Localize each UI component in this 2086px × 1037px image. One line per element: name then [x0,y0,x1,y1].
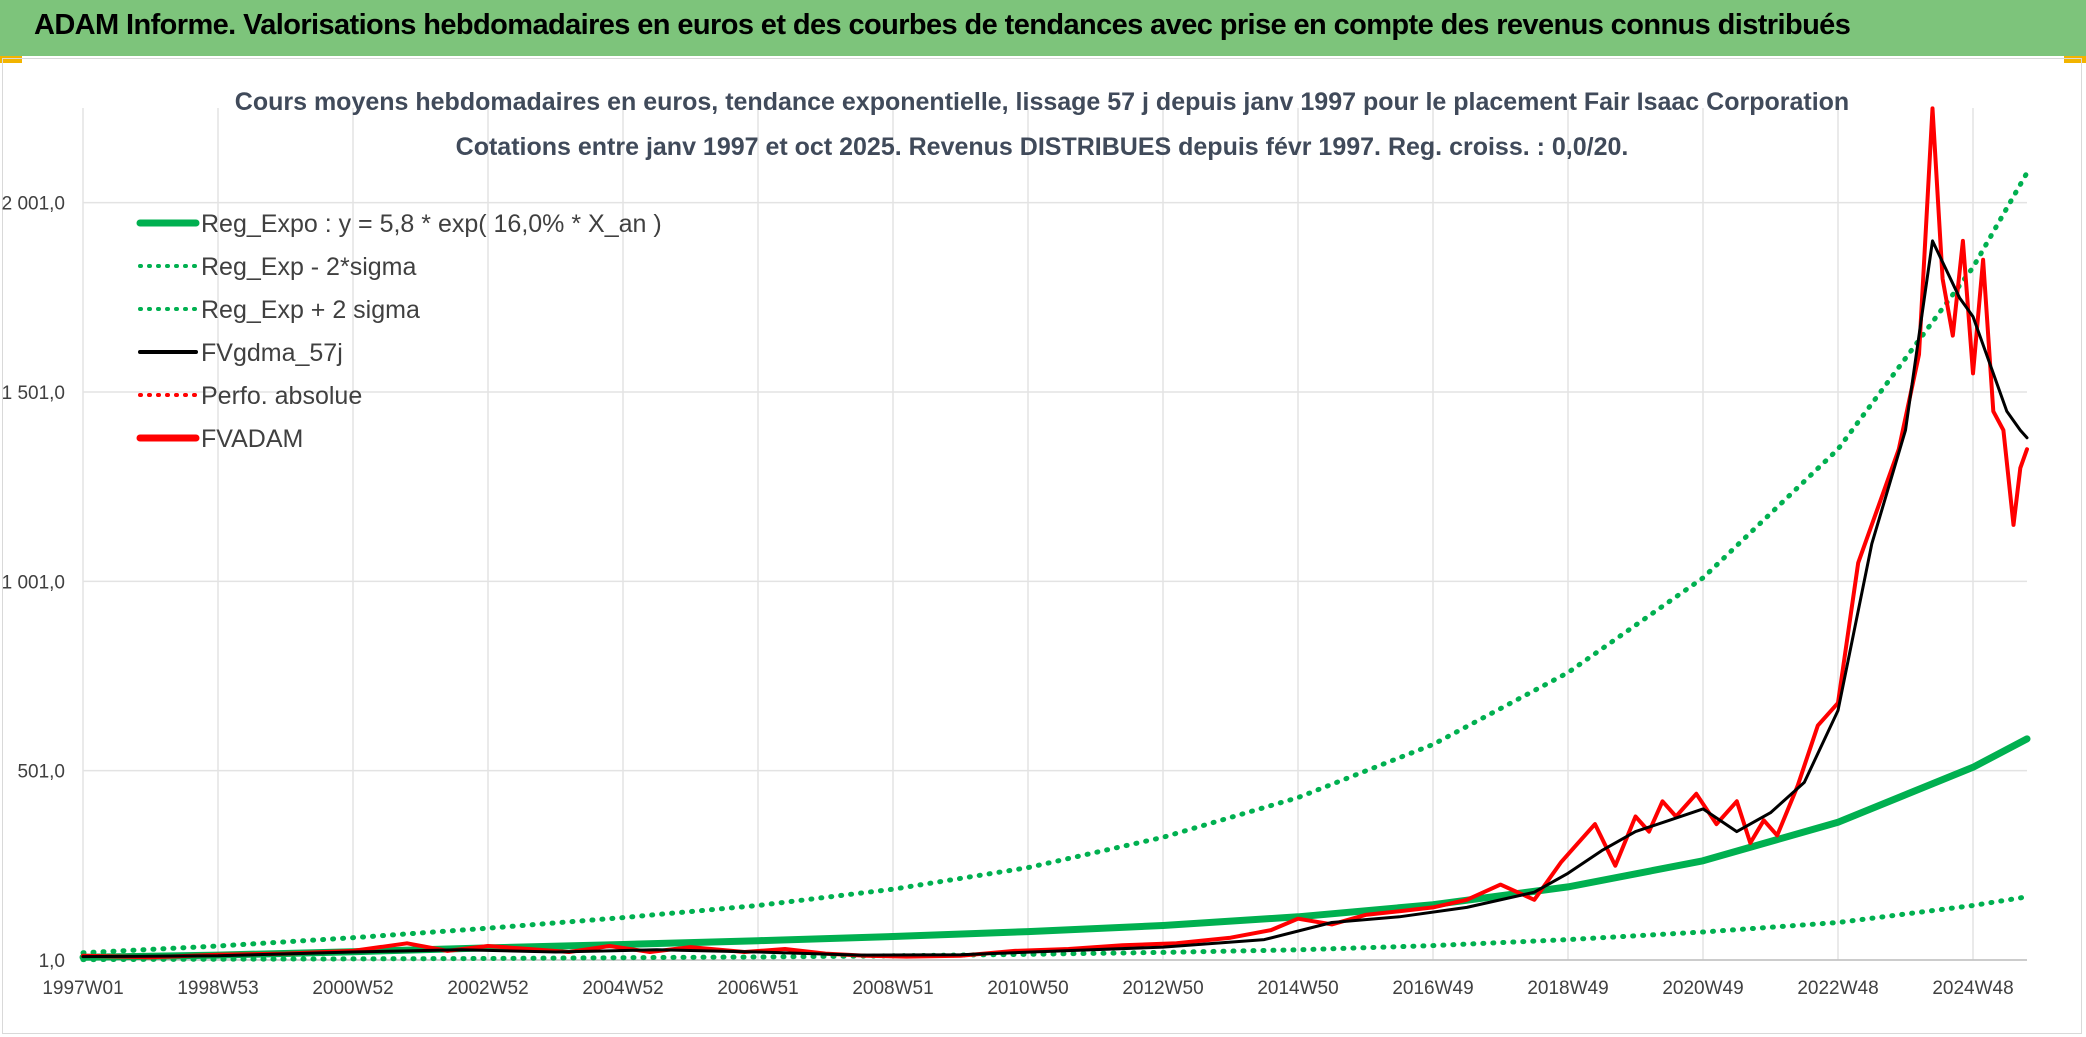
x-tick-label: 2014W50 [1257,978,1338,999]
y-axis: 1,0 501,0 1 001,0 1 501,0 2 001,0 [2,194,65,972]
legend-label: FVADAM [201,425,303,453]
x-tick-label: 2022W48 [1797,978,1878,999]
series-line-reg-expo [79,735,2031,961]
x-tick-label: 1998W53 [177,978,258,999]
grid-lines [82,108,2027,961]
y-tick-label: 1,0 [39,951,65,972]
legend-label: Reg_Exp - 2*sigma [201,253,416,281]
x-tick-label: 2010W50 [987,978,1068,999]
legend-label: Reg_Expo : y = 5,8 * exp( 16,0% * X_an ) [201,210,662,238]
y-tick-label: 1 001,0 [2,572,65,593]
x-axis: 1997W01 1998W53 2000W52 2002W52 2004W52 2006W… [42,959,2027,999]
x-tick-label: 2024W48 [1932,978,2013,999]
x-tick-label: 2000W52 [312,978,393,999]
report-title: ADAM Informe. Valorisations hebdomadaire… [34,9,1851,41]
x-tick-label: 2006W51 [717,978,798,999]
x-tick-label: 2002W52 [447,978,528,999]
x-tick-label: 2004W52 [582,978,663,999]
corner-mark-right [2064,56,2086,63]
report-banner: ADAM Informe. Valorisations hebdomadaire… [0,0,2086,56]
y-tick-label: 501,0 [17,762,65,783]
chart-title-line-2: Cotations entre janv 1997 et oct 2025. R… [456,133,1629,161]
chart-frame [2,58,2082,1034]
x-tick-label: 2016W49 [1392,978,1473,999]
y-tick-label: 2 001,0 [2,194,65,215]
series-line-fvgdma-57j [81,239,2029,959]
series-lines [79,106,2031,963]
corner-mark-left [0,56,22,63]
series-line-reg-exp-2-sigma [80,894,2030,963]
x-tick-label: 2012W50 [1122,978,1203,999]
legend: Reg_Expo : y = 5,8 * exp( 16,0% * X_an )… [136,210,662,453]
x-tick-label: 2020W49 [1662,978,1743,999]
chart-title-line-1: Cours moyens hebdomadaires en euros, ten… [235,88,1849,116]
y-tick-label: 1 501,0 [2,383,65,404]
x-tick-label: 1997W01 [42,978,123,999]
legend-label: FVgdma_57j [201,339,343,367]
series-line-reg-exp-2-sigma [80,170,2030,956]
x-tick-label: 2008W51 [852,978,933,999]
legend-label: Perfo. absolue [201,382,362,410]
legend-label: Reg_Exp + 2 sigma [201,296,420,324]
x-tick-label: 2018W49 [1527,978,1608,999]
